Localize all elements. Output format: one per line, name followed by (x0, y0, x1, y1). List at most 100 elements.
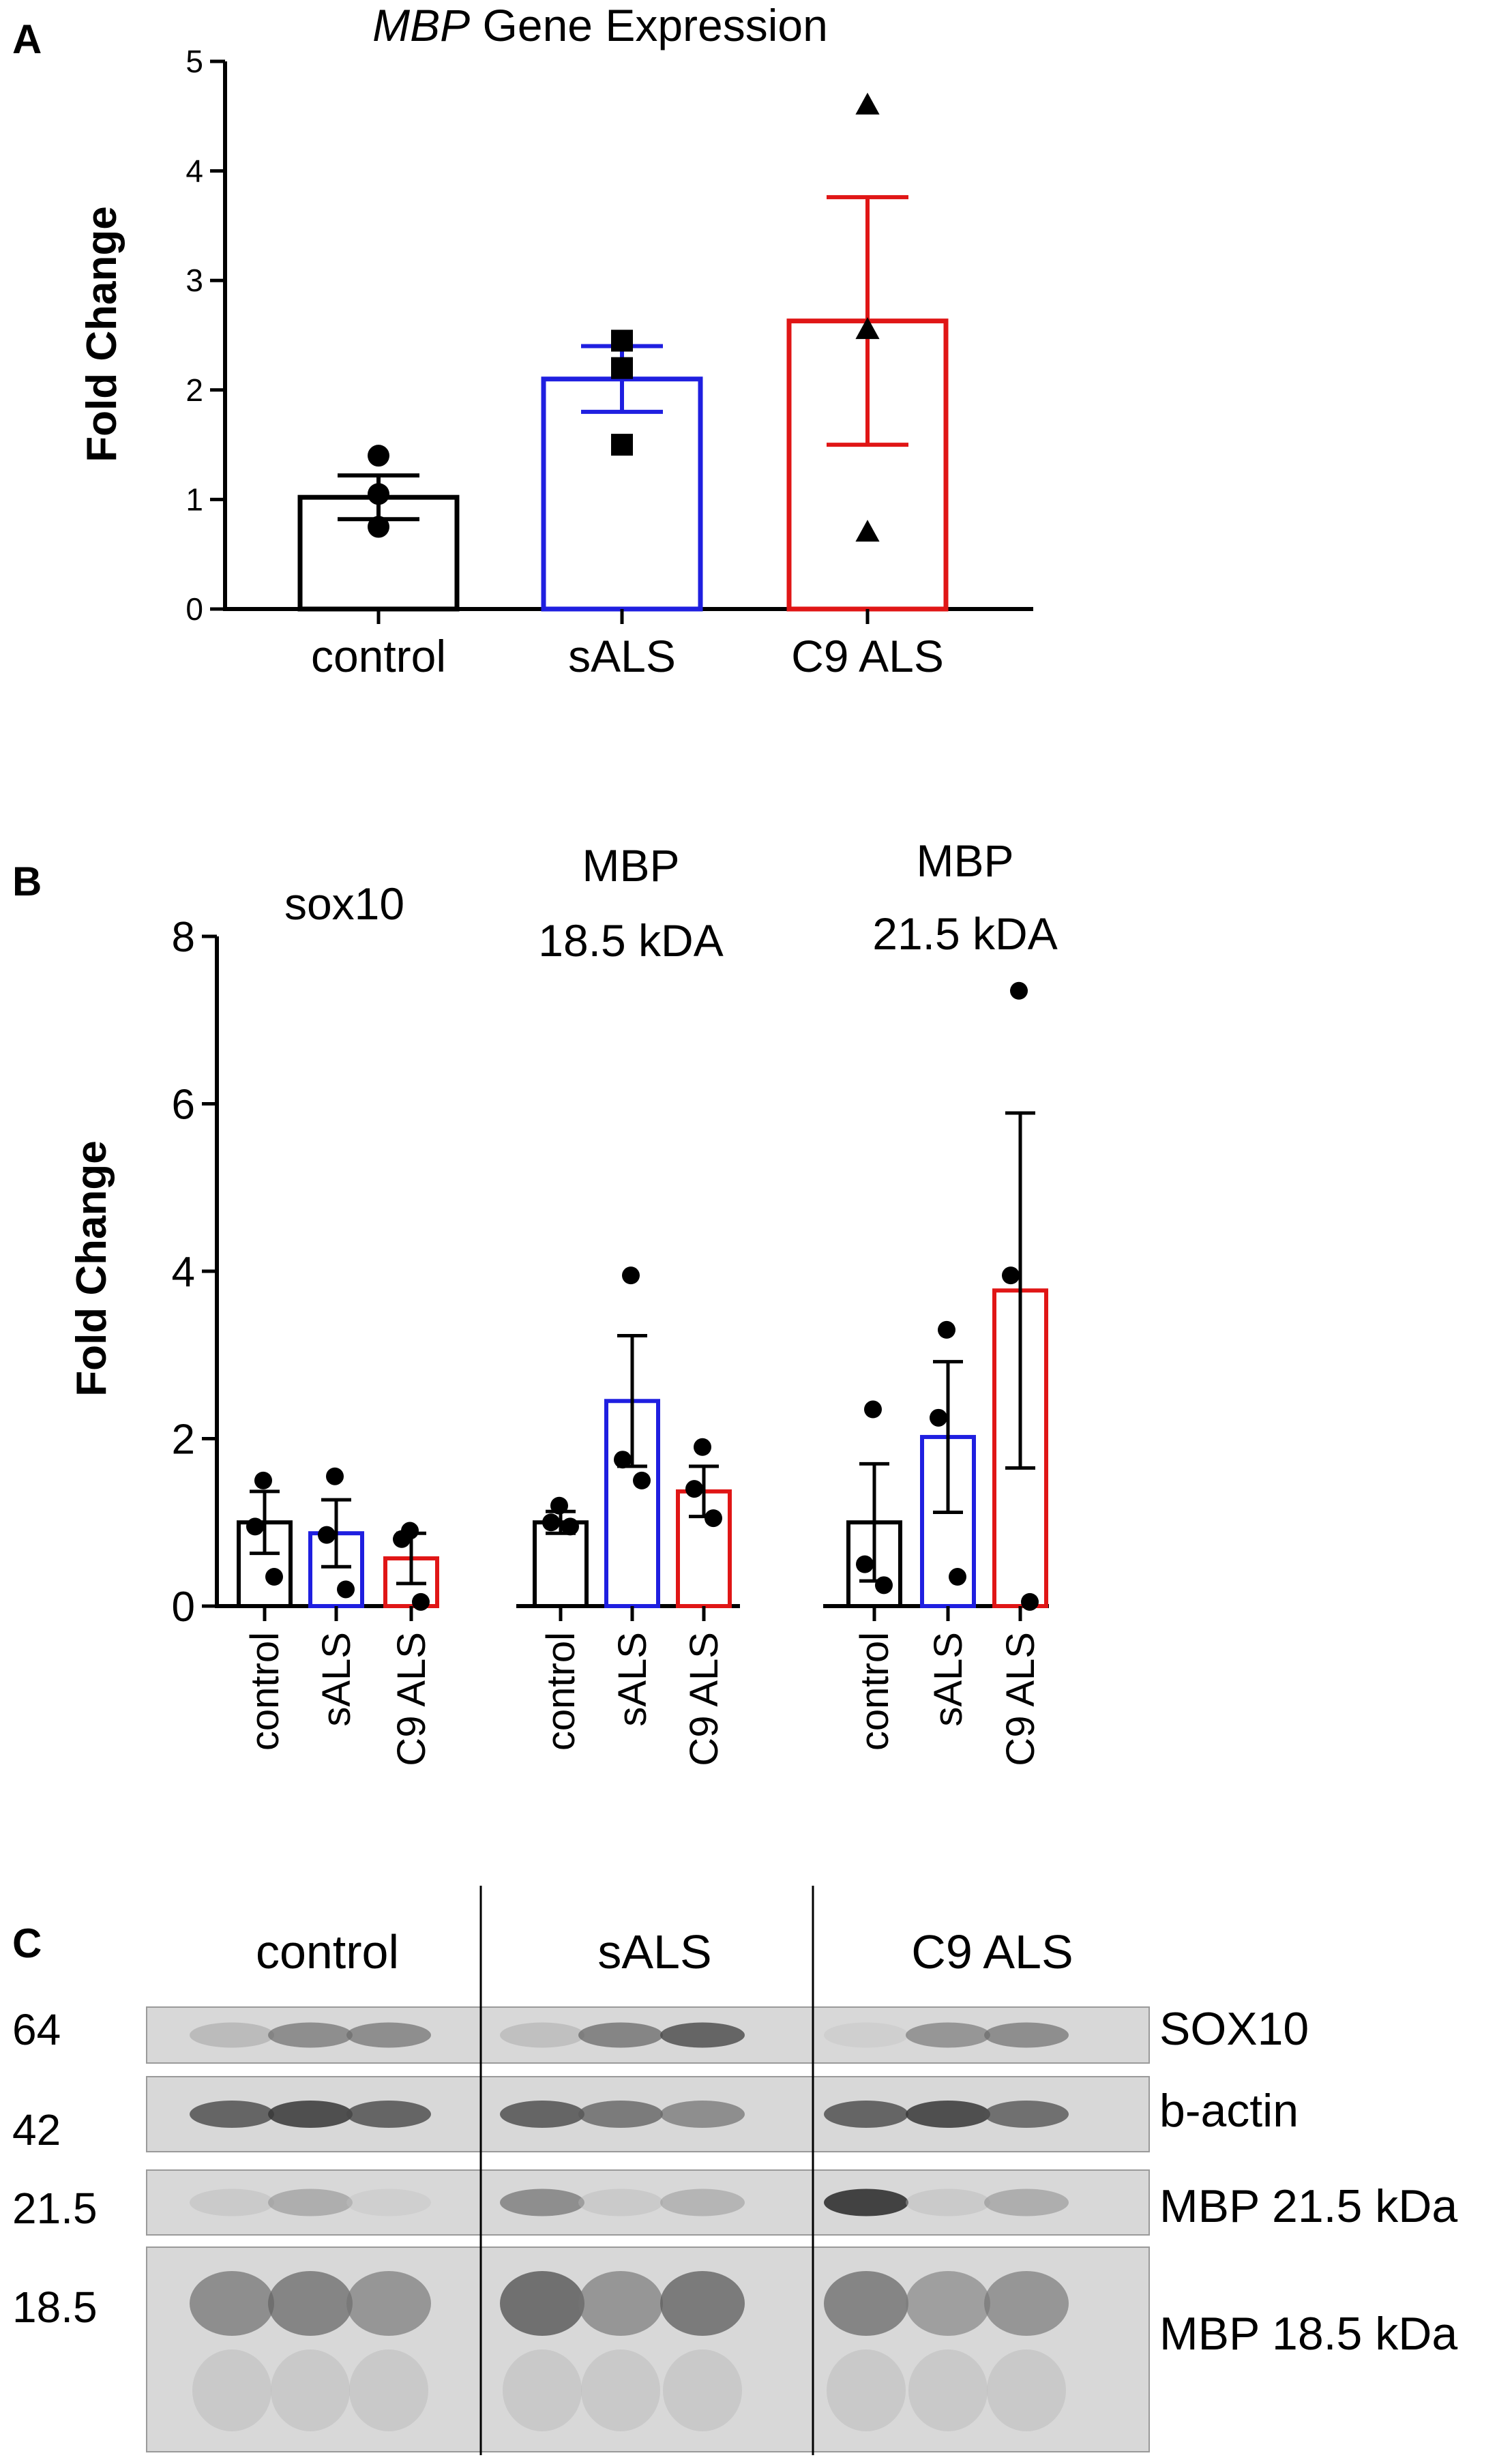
panel-a-x-tick-label: C9 ALS (791, 631, 944, 681)
panel-b-data-point (561, 1517, 579, 1536)
blot-band (906, 2101, 990, 2128)
panel-b-y-tick-label: 4 (172, 1249, 195, 1296)
blot-strip-label: b-actin (1159, 2085, 1299, 2137)
panel-a-data-point (855, 92, 880, 115)
panel-b-group-title: 18.5 kDA (538, 915, 723, 966)
blot-band (346, 2271, 431, 2336)
panel-a-bar-group-c9-als: C9 ALS (786, 92, 949, 681)
panel-a-data-point (368, 516, 389, 538)
blot-strip-label: SOX10 (1159, 2003, 1309, 2055)
panel-b-x-tick-label: control (243, 1632, 287, 1751)
panel-b-group-title: 21.5 kDA (872, 908, 1057, 959)
blot-band (346, 2189, 431, 2216)
panel-a-data-point (855, 520, 880, 542)
panel-b-data-point (550, 1496, 568, 1515)
blot-band (578, 2189, 663, 2216)
blot-band (268, 2101, 353, 2128)
blot-band (268, 2022, 353, 2048)
blot-mw-marker: 42 (12, 2105, 61, 2154)
panel-b-data-point (930, 1408, 947, 1427)
blot-smear (827, 2349, 906, 2431)
panel-b-data-point (622, 1266, 640, 1285)
panel-a-title: MBP Gene Expression (372, 0, 828, 50)
blot-smear (271, 2349, 350, 2431)
blot-band (268, 2189, 353, 2216)
blot-band (984, 2189, 1069, 2216)
panel-b-y-tick-label: 0 (172, 1584, 195, 1631)
blot-smear (581, 2349, 660, 2431)
panel-a-data-point (368, 445, 389, 467)
panel-b-data-point (246, 1517, 264, 1536)
blot-band (824, 2189, 908, 2216)
panel-b-data-point (875, 1576, 893, 1595)
blot-band (984, 2271, 1069, 2336)
panel-b-data-point (938, 1320, 955, 1339)
blot-smear (349, 2349, 428, 2431)
blot-band (190, 2189, 274, 2216)
panel-a-y-tick-label: 3 (186, 263, 203, 298)
panel-b-y-tick-label: 8 (172, 914, 195, 961)
western-blot: control sALS C9 ALS 64 42 21.5 18.5 SOX10 b-acti… (12, 1886, 1457, 2455)
panel-b-groups: sox10 control sALS C9 ALS MBP 18.5 kDA control… (215, 835, 1058, 1766)
panel-c: C control sALS C9 ALS 64 42 21.5 18.5 SOX10 b-ac… (12, 1886, 1457, 2455)
blot-strip-label: MBP 18.5 kDa (1159, 2308, 1457, 2360)
panel-b-data-point (1021, 1592, 1039, 1611)
panel-b-label: B (12, 859, 42, 904)
blot-group-label-sals: sALS (597, 1925, 711, 1978)
panel-b-data-point (614, 1451, 632, 1469)
blot-band (500, 2271, 584, 2336)
panel-a-title-italic: MBP (372, 0, 470, 50)
blot-strip-1 (146, 2006, 1150, 2064)
blot-mw-marker: 21.5 (12, 2184, 98, 2233)
panel-b-data-point (393, 1530, 411, 1548)
blot-band (906, 2022, 990, 2048)
panel-b-group-2: MBP 18.5 kDA control sALS C9 ALS (516, 840, 740, 1766)
panel-b-y-tick-label: 6 (172, 1082, 195, 1129)
blot-band (984, 2101, 1069, 2128)
panel-a-y-tick-label: 0 (186, 591, 203, 627)
panel-a-label: A (12, 16, 42, 62)
panel-a-y-tick-label: 4 (186, 153, 203, 189)
panel-b-data-point (412, 1592, 430, 1611)
panel-b: B Fold Change 0 2 4 6 8 sox10 control sALS C9 A… (12, 835, 1058, 1766)
panel-b-data-point (949, 1568, 966, 1586)
panel-b-data-point (685, 1480, 703, 1498)
panel-b-data-point (254, 1471, 272, 1489)
blot-strip-label: MBP 21.5 kDa (1159, 2180, 1457, 2232)
panel-b-x-tick-label: sALS (926, 1632, 970, 1727)
blot-band (578, 2022, 663, 2048)
panel-b-y-axis-label: Fold Change (68, 1140, 115, 1396)
panel-a-data-point (611, 357, 633, 379)
panel-a-y-tick-label: 2 (186, 372, 203, 408)
panel-b-data-point (633, 1471, 651, 1489)
blot-mw-marker: 64 (12, 2005, 61, 2054)
panel-a-title-rest: Gene Expression (470, 0, 828, 50)
blot-smear (663, 2349, 742, 2431)
panel-b-axes: 0 2 4 6 8 (172, 914, 219, 1631)
panel-a-data-point (611, 434, 633, 456)
blot-band (824, 2022, 908, 2048)
panel-a-bar-group-control: control (297, 445, 460, 681)
panel-a-y-axis-label: Fold Change (78, 206, 125, 462)
panel-c-label: C (12, 1920, 42, 1966)
blot-band (984, 2022, 1069, 2048)
panel-b-data-point (694, 1438, 711, 1456)
blot-band (190, 2271, 274, 2336)
blot-smear (192, 2349, 271, 2431)
blot-mw-marker: 18.5 (12, 2283, 98, 2332)
panel-b-x-tick-label: C9 ALS (389, 1632, 434, 1766)
panel-b-data-point (1002, 1266, 1020, 1285)
panel-a-data-point (368, 483, 389, 505)
panel-b-x-tick-label: sALS (610, 1632, 655, 1727)
blot-strip-2 (146, 2076, 1150, 2152)
blot-band (578, 2271, 663, 2336)
blot-band (346, 2022, 431, 2048)
panel-a-bars: control sALS C9 ALS (297, 92, 949, 681)
blot-band (346, 2101, 431, 2128)
blot-band (824, 2101, 908, 2128)
panel-b-data-point (265, 1568, 283, 1586)
panel-b-x-tick-label: C9 ALS (998, 1632, 1043, 1766)
panel-b-group-title: MBP (916, 835, 1013, 886)
panel-b-data-point (326, 1467, 344, 1485)
